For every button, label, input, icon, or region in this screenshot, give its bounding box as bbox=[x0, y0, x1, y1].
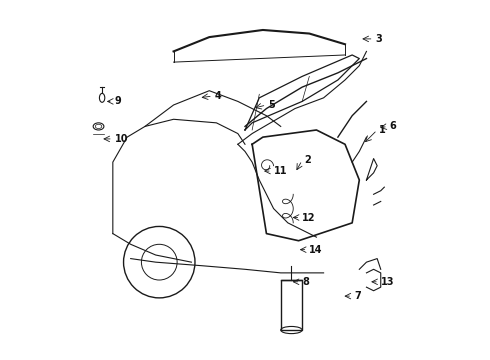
Text: 14: 14 bbox=[309, 245, 323, 255]
Text: 7: 7 bbox=[354, 291, 361, 301]
Bar bbox=[281, 280, 302, 330]
Text: 4: 4 bbox=[215, 91, 221, 101]
Text: 2: 2 bbox=[304, 156, 311, 165]
Text: 13: 13 bbox=[381, 277, 394, 287]
Text: 9: 9 bbox=[115, 96, 122, 107]
Text: 11: 11 bbox=[273, 166, 287, 176]
Text: 10: 10 bbox=[115, 134, 128, 144]
Text: 5: 5 bbox=[268, 100, 275, 110]
Text: 3: 3 bbox=[375, 34, 382, 44]
Text: 6: 6 bbox=[390, 121, 396, 131]
Text: 8: 8 bbox=[302, 277, 309, 287]
Text: 12: 12 bbox=[302, 212, 316, 222]
Text: 1: 1 bbox=[379, 125, 386, 135]
